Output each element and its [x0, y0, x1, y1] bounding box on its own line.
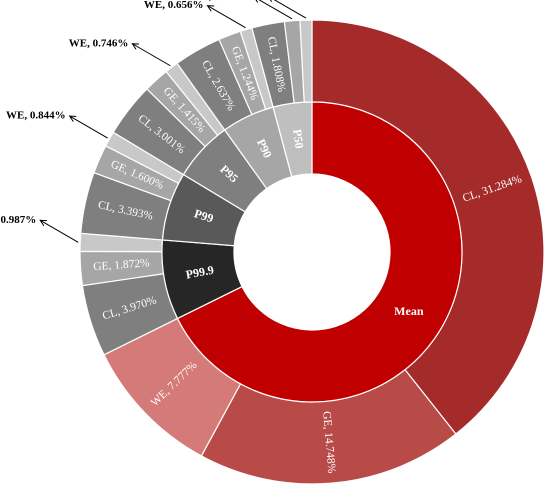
- outer-label-mean-ge: GE, 14.748%: [320, 411, 337, 475]
- callout-leader-p99-we: [69, 115, 108, 139]
- inner-label-p99-9: P99.9: [185, 263, 215, 282]
- callout-leader-p90-we: [207, 5, 246, 29]
- outer-label-p99-9-ge: GE, 1.872%: [93, 257, 151, 273]
- outer-ring: [79, 19, 545, 485]
- callout-leader-p99-9-we: [39, 219, 79, 243]
- inner-segment-p50: [272, 101, 313, 178]
- callout-leader-p50-ge: [258, 0, 293, 20]
- callout-arrow-p50-we: [269, 0, 273, 2]
- inner-label-mean: Mean: [394, 304, 424, 318]
- callout-arrow-p50-ge: [255, 0, 259, 3]
- inner-label-p50: P50: [290, 128, 306, 149]
- callout-arrow-p99-9-we: [39, 219, 47, 227]
- callout-leader-p50-we: [273, 0, 307, 19]
- outer-label-p90-we: WE, 0.656%: [144, 0, 204, 11]
- inner-segment-mean: [176, 101, 463, 403]
- callout-arrow-p90-we: [206, 5, 215, 12]
- callouts: WE, 0.987% WE, 0.844% WE, 0.746% WE, 0.656%…: [0, 0, 307, 243]
- outer-label-p50-ge: GE, 0.852%: [193, 0, 250, 2]
- inner-ring: [161, 101, 463, 403]
- callout-leader-p95-we: [132, 43, 171, 67]
- outer-label-p99-we: WE, 0.844%: [6, 110, 66, 122]
- outer-label-p95-we: WE, 0.746%: [69, 37, 129, 49]
- outer-label-p50-we: WE, 0.656%: [204, 0, 264, 2]
- outer-label-p99-9-we: WE, 0.987%: [0, 214, 36, 226]
- callout-arrow-p95-we: [131, 43, 140, 50]
- inner-label-p99: P99: [193, 206, 216, 225]
- callout-arrow-p99-we: [68, 115, 77, 122]
